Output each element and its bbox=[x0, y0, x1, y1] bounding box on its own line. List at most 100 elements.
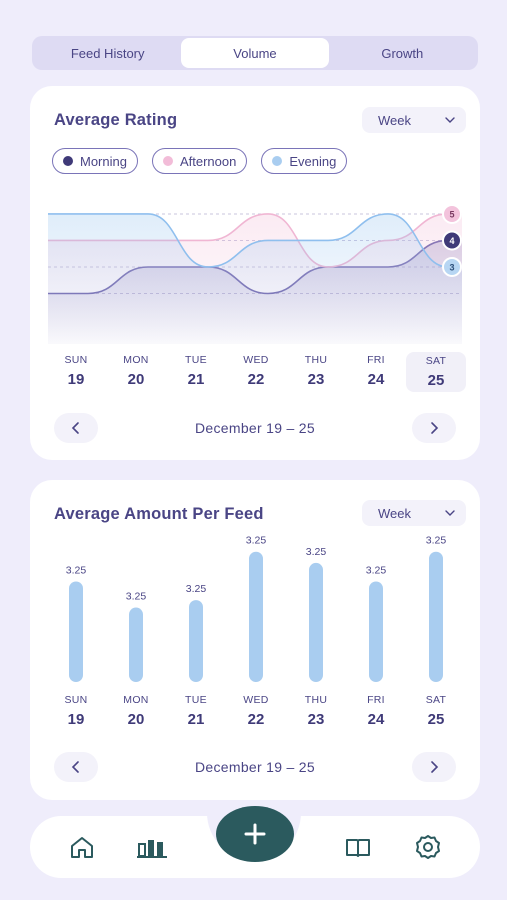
day-date: 25 bbox=[427, 372, 445, 389]
bar-value-label: 3.25 bbox=[306, 546, 327, 558]
day-date: 24 bbox=[367, 371, 385, 388]
tab-feed-history[interactable]: Feed History bbox=[70, 45, 145, 61]
amount-date-nav: December 19 – 25 bbox=[54, 752, 456, 782]
day-date: 21 bbox=[187, 371, 205, 388]
rating-day-fri[interactable]: FRI 24 bbox=[346, 354, 406, 392]
bar bbox=[129, 607, 143, 682]
average-amount-card: Average Amount Per Feed Week 3.25 3.25 3.2… bbox=[30, 480, 480, 800]
amount-next-button[interactable] bbox=[412, 752, 456, 782]
day-date: 22 bbox=[247, 711, 265, 728]
rating-date-nav: December 19 – 25 bbox=[54, 413, 456, 443]
amount-day-mon[interactable]: MON 20 bbox=[106, 694, 166, 728]
bar bbox=[189, 600, 203, 682]
rating-next-button[interactable] bbox=[412, 413, 456, 443]
legend-evening-label: Evening bbox=[289, 153, 337, 169]
morning-dot bbox=[63, 156, 73, 166]
legend-afternoon[interactable]: Afternoon bbox=[151, 148, 248, 174]
day-name: TUE bbox=[185, 694, 207, 706]
day-name: SAT bbox=[425, 355, 447, 367]
rating-day-sun[interactable]: SUN 19 bbox=[46, 354, 106, 392]
day-date: 19 bbox=[67, 371, 85, 388]
amount-period-select[interactable]: Week bbox=[362, 500, 466, 526]
bar-value-label: 3.25 bbox=[126, 591, 147, 603]
plus-icon bbox=[244, 823, 266, 845]
day-name: MON bbox=[123, 354, 149, 366]
day-date: 24 bbox=[367, 711, 385, 728]
average-amount-title: Average Amount Per Feed bbox=[54, 505, 264, 523]
average-rating-card: Average Rating Week Morning Afternoon Ev… bbox=[30, 86, 480, 460]
amount-day-sat[interactable]: SAT 25 bbox=[406, 694, 466, 728]
end-badge-label: 5 bbox=[449, 209, 454, 219]
day-date: 23 bbox=[307, 711, 325, 728]
rating-legend: Morning Afternoon Evening bbox=[52, 148, 348, 174]
day-name: THU bbox=[304, 354, 328, 366]
chevron-right-icon bbox=[431, 422, 439, 434]
end-badge bbox=[442, 230, 462, 251]
chevron-down-icon bbox=[445, 510, 455, 516]
rating-prev-button[interactable] bbox=[54, 413, 98, 443]
amount-day-wed[interactable]: WED 22 bbox=[226, 694, 286, 728]
amount-day-tue[interactable]: TUE 21 bbox=[166, 694, 226, 728]
rating-day-axis: SUN 19 MON 20 TUE 21 WED 22 THU 23 FRI 24 SAT 25 bbox=[46, 352, 466, 392]
chevron-right-icon bbox=[431, 761, 439, 773]
chevron-left-icon bbox=[71, 761, 79, 773]
nav-journal[interactable] bbox=[342, 832, 374, 862]
bar bbox=[369, 581, 383, 682]
home-icon bbox=[71, 837, 93, 858]
bar-value-label: 3.25 bbox=[66, 565, 87, 577]
rating-day-sat[interactable]: SAT 25 bbox=[406, 352, 466, 392]
average-amount-chart: 3.25 3.25 3.25 3.25 3.25 3.25 3.25 bbox=[66, 536, 447, 682]
evening-line bbox=[48, 213, 462, 268]
amount-day-axis: SUN 19 MON 20 TUE 21 WED 22 THU 23 FRI 24 SAT 25 bbox=[46, 694, 466, 728]
average-rating-chart: 5 4 3 bbox=[48, 203, 462, 344]
day-date: 25 bbox=[427, 711, 445, 728]
tab-growth[interactable]: Growth bbox=[381, 45, 424, 61]
average-rating-title: Average Rating bbox=[54, 111, 178, 129]
amount-day-thu[interactable]: THU 23 bbox=[286, 694, 346, 728]
chevron-left-icon bbox=[71, 422, 79, 434]
bar-value-label: 3.25 bbox=[186, 583, 207, 595]
evening-dot bbox=[272, 156, 283, 166]
day-name: WED bbox=[243, 354, 269, 366]
afternoon-dot bbox=[162, 156, 173, 166]
amount-prev-button[interactable] bbox=[54, 752, 98, 782]
nav-stats[interactable] bbox=[136, 832, 168, 862]
bar-value-label: 3.25 bbox=[246, 536, 267, 547]
book-icon bbox=[346, 839, 370, 857]
evening-area bbox=[48, 213, 462, 344]
bar-chart-icon bbox=[137, 840, 167, 858]
amount-period-value: Week bbox=[378, 505, 411, 521]
day-date: 23 bbox=[307, 371, 325, 388]
rating-day-thu[interactable]: THU 23 bbox=[286, 354, 346, 392]
day-name: FRI bbox=[367, 354, 385, 366]
view-tabs: Feed History Volume Growth bbox=[32, 36, 478, 70]
day-name: FRI bbox=[367, 694, 385, 706]
tab-volume[interactable]: Volume bbox=[181, 38, 329, 68]
day-date: 19 bbox=[67, 711, 85, 728]
legend-evening[interactable]: Evening bbox=[261, 148, 348, 174]
day-name: MON bbox=[123, 694, 149, 706]
legend-morning[interactable]: Morning bbox=[52, 148, 138, 174]
day-date: 20 bbox=[127, 371, 145, 388]
nav-home[interactable] bbox=[66, 832, 98, 862]
day-name: THU bbox=[304, 694, 328, 706]
amount-date-range: December 19 – 25 bbox=[195, 759, 315, 775]
day-name: WED bbox=[243, 694, 269, 706]
amount-day-sun[interactable]: SUN 19 bbox=[46, 694, 106, 728]
chevron-down-icon bbox=[445, 117, 455, 123]
legend-afternoon-label: Afternoon bbox=[179, 153, 237, 169]
nav-settings[interactable] bbox=[412, 832, 444, 862]
add-feed-button[interactable] bbox=[216, 806, 294, 862]
bar bbox=[429, 551, 443, 682]
day-name: SUN bbox=[64, 354, 88, 366]
rating-day-tue[interactable]: TUE 21 bbox=[166, 354, 226, 392]
rating-day-mon[interactable]: MON 20 bbox=[106, 354, 166, 392]
amount-day-fri[interactable]: FRI 24 bbox=[346, 694, 406, 728]
rating-period-select[interactable]: Week bbox=[362, 107, 466, 133]
bar-value-label: 3.25 bbox=[426, 536, 447, 547]
bar bbox=[69, 581, 83, 682]
rating-date-range: December 19 – 25 bbox=[195, 420, 315, 436]
end-badge-label: 3 bbox=[449, 262, 454, 272]
rating-day-wed[interactable]: WED 22 bbox=[226, 354, 286, 392]
day-name: TUE bbox=[185, 354, 207, 366]
